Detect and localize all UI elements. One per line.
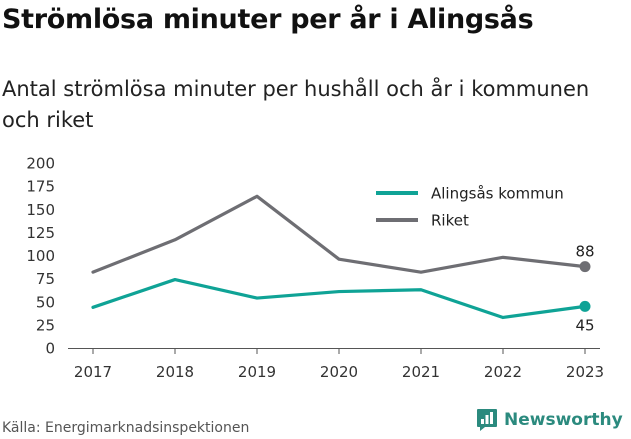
- y-tick-label: 150: [26, 201, 55, 219]
- x-tick-label: 2023: [566, 363, 604, 381]
- x-tick-label: 2021: [402, 363, 440, 381]
- y-tick-label: 25: [36, 316, 55, 334]
- legend-background: [370, 176, 596, 234]
- newsworthy-logo-icon: [477, 409, 497, 431]
- chart-axes: 0 25 50 75 100 125 150 175 200 2017 2018 2019 2020 20…: [26, 155, 604, 382]
- data-label: 88: [575, 243, 594, 261]
- source-note: Källa: Energimarknadsinspektionen: [2, 420, 250, 436]
- y-tick-label: 175: [26, 178, 55, 196]
- x-tick-label: 2017: [74, 363, 112, 381]
- legend-label: Riket: [431, 212, 469, 230]
- line-chart: 0 25 50 75 100 125 150 175 200 2017 2018 2019 2020 20…: [26, 155, 604, 382]
- chart-legend: Alingsås kommun Riket: [370, 176, 596, 234]
- x-tick-label: 2019: [238, 363, 276, 381]
- x-tick-label: 2020: [320, 363, 358, 381]
- series-line-alingsas: [91, 277, 587, 320]
- y-tick-label: 0: [45, 340, 55, 358]
- y-tick-label: 50: [36, 293, 55, 311]
- x-tick-label: 2022: [484, 363, 522, 381]
- brand-name: Newsworthy: [504, 410, 623, 430]
- legend-label: Alingsås kommun: [431, 185, 564, 203]
- brand-logo[interactable]: Newsworthy: [476, 408, 623, 432]
- x-tick-label: 2018: [156, 363, 194, 381]
- series-end-point: [579, 300, 591, 312]
- y-tick-label: 125: [26, 224, 55, 242]
- chart-subtitle: Antal strömlösa minuter per hushåll och …: [2, 77, 590, 132]
- chart-title: Strömlösa minuter per år i Alingsås: [2, 4, 534, 35]
- y-tick-label: 200: [26, 155, 55, 173]
- y-tick-label: 100: [26, 247, 55, 265]
- y-tick-label: 75: [36, 270, 55, 288]
- data-label: 45: [575, 316, 594, 334]
- chart-series: 45 88: [91, 194, 595, 334]
- series-end-point: [579, 261, 591, 273]
- series-line-riket: [91, 194, 587, 274]
